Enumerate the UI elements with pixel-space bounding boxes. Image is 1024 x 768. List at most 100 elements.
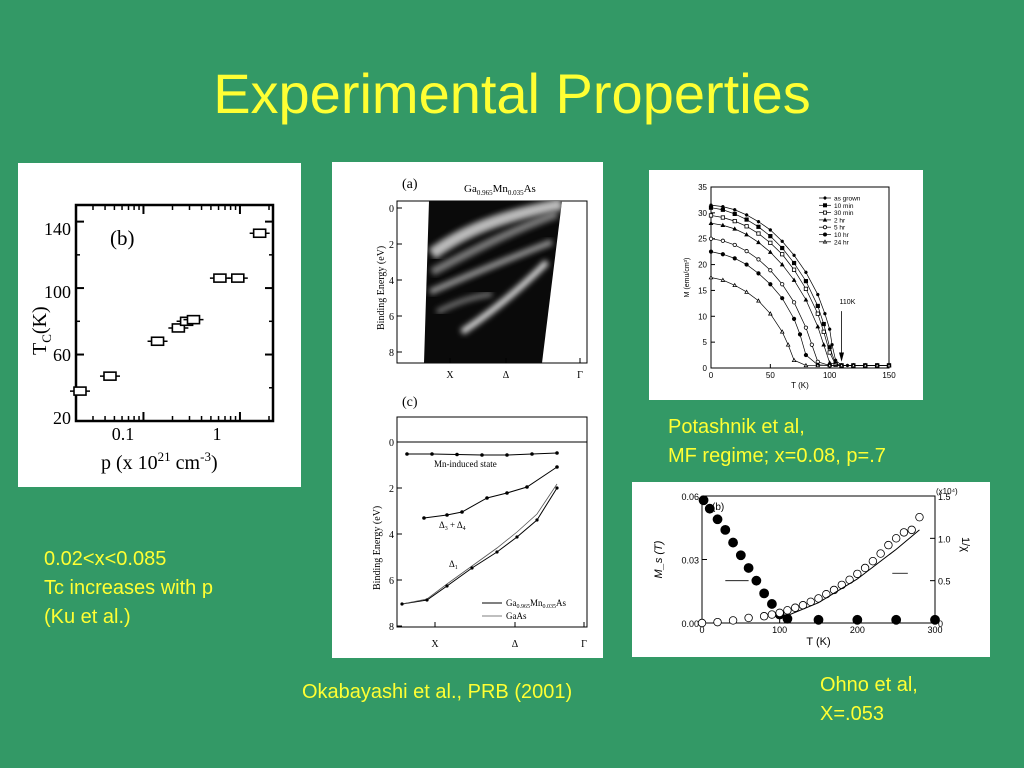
- x-axis-label: T (K): [806, 636, 830, 648]
- data-point: [732, 282, 738, 288]
- data-point: [756, 219, 761, 224]
- data-point: [756, 271, 761, 276]
- data-point: [708, 249, 714, 254]
- data-point: [860, 563, 870, 573]
- data-point: [735, 550, 746, 561]
- data-point: [803, 297, 809, 302]
- legend-label: 10 hr: [834, 232, 850, 239]
- band-point: [495, 550, 499, 554]
- data-point: [697, 618, 707, 628]
- data-point: [766, 599, 777, 609]
- data-point: [815, 303, 820, 309]
- data-point: [744, 213, 749, 217]
- data-point: [213, 273, 227, 283]
- data-point: [803, 286, 809, 291]
- data-point: [720, 252, 725, 257]
- data-point: [73, 386, 87, 396]
- y-tick-label: 0.03: [681, 556, 699, 566]
- y-tick-label: 6: [389, 312, 394, 323]
- data-point: [791, 316, 797, 321]
- series-line: [710, 277, 889, 366]
- band-point: [505, 491, 509, 495]
- material-label: Ga0.965Mn0.035As: [464, 183, 536, 197]
- data-point: [803, 352, 809, 358]
- data-point: [744, 249, 749, 254]
- ku-figure: 140 100 60 20 0.1 1 (b) p (x 1021 cm-3) …: [18, 163, 301, 487]
- legend-marker: [822, 232, 827, 237]
- data-point: [720, 207, 725, 212]
- data-point: [930, 614, 940, 625]
- data-point: [708, 205, 714, 210]
- data-point: [915, 512, 924, 522]
- data-point: [732, 219, 737, 224]
- data-point: [821, 321, 826, 327]
- band-point: [405, 452, 409, 456]
- caption-line: 0.02<x<0.085: [44, 548, 167, 570]
- y-tick-label: 4: [389, 276, 394, 287]
- ku-tc-vs-p-chart: 140 100 60 20 0.1 1 (b) p (x 1021 cm-3) …: [29, 203, 275, 474]
- band-point: [505, 453, 509, 457]
- data-point: [791, 277, 797, 282]
- data-point: [759, 612, 769, 621]
- data-point: [876, 549, 885, 558]
- okabayashi-caption: Okabayashi et al., PRB (2001): [302, 681, 573, 703]
- data-point: [816, 292, 820, 297]
- data-point: [720, 215, 725, 220]
- legend-label: 2 hr: [834, 217, 846, 224]
- band-point: [470, 566, 474, 570]
- plot-frame: [701, 495, 936, 624]
- data-point: [751, 575, 762, 586]
- caption-line: Potashnik et al,: [668, 416, 805, 438]
- data-point: [720, 238, 725, 243]
- right-axis-multiplier: (x10⁴): [936, 487, 958, 496]
- data-point: [732, 256, 737, 261]
- legend-marker: [822, 239, 828, 244]
- data-point: [791, 300, 797, 305]
- data-point: [837, 580, 846, 590]
- x-tick-label: 1: [213, 424, 222, 444]
- caption-line: X=.053: [820, 703, 884, 725]
- data-point: [827, 350, 832, 355]
- legend-label: 5 hr: [834, 225, 846, 232]
- y-right-tick-label: 1.0: [938, 534, 951, 544]
- y-right-tick-label: 0: [938, 619, 943, 629]
- data-point: [852, 614, 863, 625]
- x-tick-label: 100: [823, 371, 837, 380]
- x-tick-label: 100: [772, 625, 787, 635]
- x-axis-label: p (x 1021 cm-3): [101, 449, 218, 474]
- y-tick-label: 20: [698, 261, 707, 270]
- data-point: [803, 325, 809, 330]
- data-point: [785, 342, 791, 347]
- x-axis-label: T (K): [791, 381, 809, 390]
- y-tick-label: 6: [389, 576, 394, 587]
- data-point: [720, 222, 726, 228]
- data-point: [899, 528, 909, 537]
- data-point: [886, 362, 892, 368]
- data-point: [744, 262, 749, 267]
- band-point: [425, 598, 429, 602]
- data-point: [792, 253, 796, 257]
- data-point: [815, 311, 820, 316]
- legend-label: as grown: [834, 196, 861, 203]
- potashnik-magnetization-chart: 0 5 10 15 20 25 30 35 0 50 100 150 T (K) M (emu/cm³) a…: [684, 183, 896, 390]
- data-point: [790, 603, 800, 612]
- data-point: [868, 556, 878, 566]
- x-tick-label: Δ: [503, 370, 510, 381]
- data-point: [821, 329, 826, 334]
- data-point: [862, 362, 868, 368]
- data-point: [797, 332, 803, 337]
- data-point: [708, 274, 714, 280]
- band-point: [445, 513, 449, 517]
- ohno-figure: 0.00 0.03 0.06 0 0.5 1.0 1.5 0 100 200 300 T (K) M_s…: [632, 482, 990, 657]
- x-tick-label: 200: [850, 625, 865, 635]
- data-point: [186, 314, 201, 325]
- mn-state-annotation: Mn-induced state: [434, 459, 497, 469]
- band-point: [422, 516, 426, 520]
- data-point: [698, 495, 709, 506]
- series-line: [710, 238, 889, 366]
- y-tick-label: 20: [53, 408, 71, 428]
- data-point: [252, 228, 267, 239]
- data-point: [803, 279, 809, 284]
- y-tick-label: 5: [703, 338, 708, 347]
- x-tick-label: Δ: [512, 639, 519, 650]
